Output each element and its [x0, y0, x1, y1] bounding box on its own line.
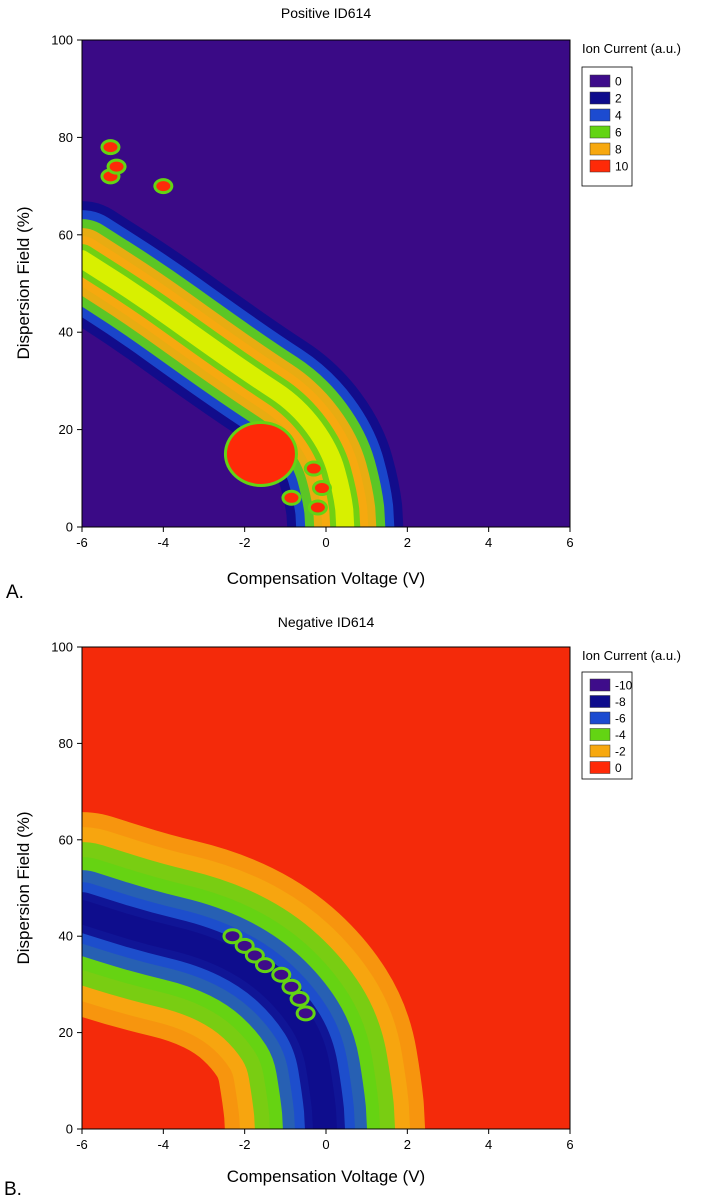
- x-tick-label: -4: [158, 1137, 170, 1152]
- x-tick-label: 0: [322, 535, 329, 550]
- legend-swatch: [589, 91, 611, 105]
- legend-label: 0: [615, 75, 622, 89]
- x-tick-label: -6: [76, 1137, 88, 1152]
- legend-label: -2: [615, 745, 626, 759]
- y-tick-label: 60: [59, 832, 73, 847]
- hotspot: [237, 940, 252, 951]
- y-tick-label: 0: [66, 520, 73, 535]
- hotspot: [284, 492, 299, 503]
- x-tick-label: 0: [322, 1137, 329, 1152]
- legend-swatch: [589, 74, 611, 88]
- plot-area: [82, 647, 570, 1129]
- chart-title: Negative ID614: [278, 614, 375, 630]
- panel-label: B.: [4, 1179, 22, 1200]
- contour-level: [82, 900, 337, 1129]
- legend-swatch: [589, 695, 611, 708]
- chart-title: Positive ID614: [281, 5, 371, 21]
- hotspot: [156, 181, 171, 192]
- hotspot: [226, 423, 295, 484]
- legend-swatch: [589, 711, 611, 725]
- y-tick-label: 60: [59, 227, 73, 242]
- legend-label: 6: [615, 126, 622, 140]
- hotspot: [103, 142, 118, 153]
- legend-label: 2: [615, 92, 622, 106]
- legend: Ion Current (a.u.) 0 2 4 6 8 10: [581, 41, 681, 187]
- x-tick-label: 6: [566, 1137, 573, 1152]
- y-axis-label: Dispersion Field (%): [14, 811, 33, 964]
- x-tick-label: 2: [404, 1137, 411, 1152]
- hotspot-group: [222, 928, 316, 1022]
- x-axis-label: Compensation Voltage (V): [227, 569, 425, 588]
- hotspot-group: [100, 139, 332, 516]
- legend-swatch: [589, 744, 611, 758]
- y-tick-label: 40: [59, 929, 73, 944]
- hotspot: [314, 483, 329, 494]
- hotspot: [109, 161, 124, 172]
- y-tick-label: 40: [59, 325, 73, 340]
- hotspot: [274, 969, 289, 980]
- x-tick-label: -4: [158, 535, 170, 550]
- legend-entries: 0 2 4 6 8 10: [589, 74, 629, 174]
- x-tick-label: -6: [76, 535, 88, 550]
- y-tick-label: 100: [51, 33, 73, 48]
- chart-panel-b: Negative ID614 -6 -4 -2 0 2 4 6 0 20 40 60 80 100 C…: [4, 614, 681, 1200]
- hotspot: [310, 502, 325, 513]
- hotspot: [225, 931, 240, 942]
- legend-title: Ion Current (a.u.): [582, 648, 681, 663]
- legend-label: -6: [615, 712, 626, 726]
- y-tick-label: 100: [51, 640, 73, 655]
- hotspot: [298, 1008, 313, 1019]
- legend-label: 10: [615, 160, 629, 174]
- y-tick-label: 20: [59, 1025, 73, 1040]
- x-tick-label: 4: [485, 535, 492, 550]
- legend-swatch: [589, 108, 611, 122]
- x-tick-label: -2: [239, 535, 251, 550]
- y-axis-label: Dispersion Field (%): [14, 206, 33, 359]
- x-tick-label: -2: [239, 1137, 251, 1152]
- legend-label: 0: [615, 761, 622, 775]
- hotspot: [306, 463, 321, 474]
- main-band: [82, 201, 404, 527]
- hotspot: [292, 993, 307, 1004]
- main-band: [82, 812, 426, 1129]
- legend-entries: -10 -8 -6 -4 -2 0: [589, 678, 633, 775]
- legend-swatch: [589, 728, 611, 741]
- panel-label: A.: [6, 582, 24, 603]
- legend-label: 8: [615, 143, 622, 157]
- y-tick-label: 80: [59, 736, 73, 751]
- hotspot: [258, 960, 272, 971]
- legend-title: Ion Current (a.u.): [582, 41, 681, 56]
- legend-label: -8: [615, 695, 626, 709]
- plot-area: [82, 40, 570, 527]
- contour-level: [82, 250, 355, 527]
- x-tick-label: 4: [485, 1137, 492, 1152]
- legend-swatch: [589, 678, 611, 692]
- x-tick-label: 2: [404, 535, 411, 550]
- y-tick-label: 80: [59, 130, 73, 145]
- legend-label: 4: [615, 109, 622, 123]
- hotspot: [284, 981, 299, 992]
- x-axis: -6 -4 -2 0 2 4 6: [76, 1129, 574, 1152]
- y-axis: 0 20 40 60 80 100: [51, 640, 82, 1137]
- y-tick-label: 0: [66, 1122, 73, 1137]
- legend-swatch: [589, 761, 611, 774]
- y-tick-label: 20: [59, 422, 73, 437]
- x-axis: -6 -4 -2 0 2 4 6: [76, 527, 574, 550]
- hotspot: [247, 950, 262, 961]
- x-axis-label: Compensation Voltage (V): [227, 1167, 425, 1186]
- x-tick-label: 6: [566, 535, 573, 550]
- y-axis: 0 20 40 60 80 100: [51, 33, 82, 535]
- legend-label: -4: [615, 728, 626, 742]
- legend-swatch: [589, 142, 611, 156]
- legend-swatch: [589, 159, 611, 173]
- legend-label: -10: [615, 679, 633, 693]
- legend: Ion Current (a.u.) -10 -8 -6 -4 -2 0: [581, 648, 681, 780]
- legend-swatch: [589, 125, 611, 139]
